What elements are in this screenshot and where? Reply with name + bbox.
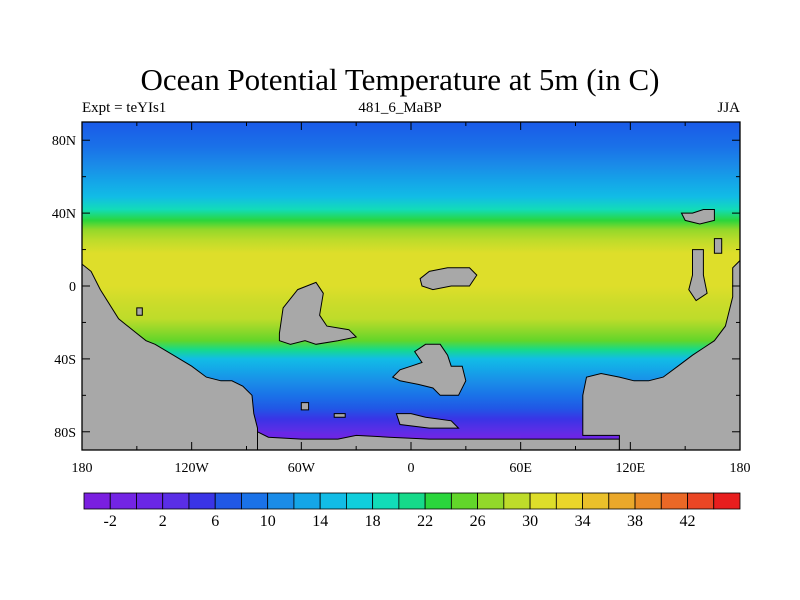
lon-label: 180 [72, 461, 93, 476]
lat-label: 80S [54, 426, 76, 441]
colorbar-label: -2 [104, 513, 117, 530]
colorbar-label: 22 [417, 513, 433, 530]
map-title: Ocean Potential Temperature at 5m (in C) [140, 62, 660, 97]
colorbar-box [660, 492, 688, 510]
cold-patches [253, 428, 613, 440]
colorbar-box [293, 492, 321, 510]
west-continent [82, 263, 258, 450]
season-label: JJA [717, 100, 740, 116]
colorbar-box [582, 492, 610, 510]
colorbar-box [608, 492, 636, 510]
colorbar-label: 30 [522, 513, 538, 530]
colorbar-label: 6 [211, 513, 219, 530]
colorbar: -2 2 6 10 14 18 22 26 30 34 38 42 [83, 492, 741, 530]
colorbar-label: 38 [627, 513, 643, 530]
lon-label: 0 [408, 461, 415, 476]
colorbar-box [529, 492, 557, 510]
lon-label: 120E [616, 461, 646, 476]
lat-label: 40N [52, 207, 76, 222]
lon-label: 120W [175, 461, 210, 476]
colorbar-box [555, 492, 583, 510]
lat-label: 80N [52, 134, 76, 149]
south-central-continent [582, 259, 740, 450]
colorbar-box [503, 492, 531, 510]
east-small-strip [688, 249, 708, 302]
colorbar-box [424, 492, 452, 510]
east-small-block [713, 238, 723, 254]
colorbar-label: 10 [260, 513, 276, 530]
colorbar-box [372, 492, 400, 510]
equatorial-island [419, 267, 478, 291]
colorbar-label: 2 [159, 513, 167, 530]
central-island [278, 281, 358, 345]
period-label: 481_6_MaBP [358, 100, 442, 116]
colorbar-box [477, 492, 505, 510]
colorbar-box [713, 492, 741, 510]
cold-shelf-west [253, 428, 338, 440]
colorbar-box [319, 492, 347, 510]
colorbar-label: 34 [575, 513, 591, 530]
north-east-small-island [680, 209, 715, 225]
colorbar-box [687, 492, 715, 510]
southern-island [391, 343, 467, 396]
colorbar-box [83, 492, 111, 510]
experiment-label: Expt = teYIs1 [82, 100, 167, 116]
colorbar-label: 26 [470, 513, 486, 530]
lon-label: 60W [288, 461, 316, 476]
colorbar-box [162, 492, 190, 510]
ice-shelf-strip [395, 413, 460, 429]
lon-label: 180 [730, 461, 751, 476]
land-masses [82, 209, 740, 450]
colorbar-label: 18 [365, 513, 381, 530]
lon-label: 60E [509, 461, 532, 476]
small-islet-1 [300, 402, 310, 411]
cold-shelf-east [520, 431, 613, 440]
colorbar-box [398, 492, 426, 510]
colorbar-box [241, 492, 269, 510]
colorbar-box [345, 492, 374, 510]
colorbar-label: 14 [312, 513, 328, 530]
colorbar-label: 42 [680, 513, 696, 530]
small-islet-2 [333, 413, 346, 418]
lat-label: 0 [69, 280, 76, 295]
colorbar-box [136, 492, 164, 510]
colorbar-box [214, 492, 242, 510]
map-axes: 80N 40N 0 40S 80S 180 120W 60W 0 60E 120E 180 [52, 122, 751, 476]
colorbar-box [634, 492, 662, 510]
colorbar-box [188, 492, 216, 510]
lat-label: 40S [54, 353, 76, 368]
colorbar-box [450, 492, 478, 510]
tiny-islet-west [136, 307, 143, 316]
colorbar-box [267, 492, 295, 510]
colorbar-box [109, 492, 137, 510]
